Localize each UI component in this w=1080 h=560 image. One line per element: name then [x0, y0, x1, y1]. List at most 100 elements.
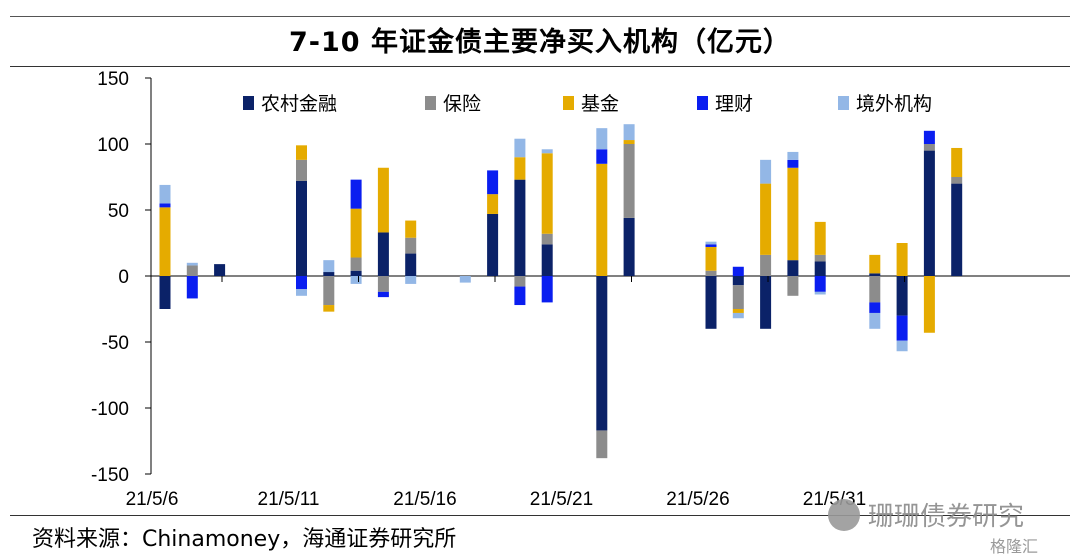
bar-segment-s4-x20	[705, 241, 717, 245]
bar-segment-s0-x23	[787, 260, 799, 276]
bar-segment-s3-x7	[350, 179, 362, 209]
top-rule	[10, 16, 1070, 17]
bar-segment-s2-x17	[623, 140, 635, 144]
bar-segment-s2-x5	[296, 145, 307, 160]
bar-segment-s2-x14	[541, 153, 553, 234]
bar-segment-s3-x27	[896, 315, 908, 341]
bar-segment-s2-x26	[869, 254, 881, 274]
bar-segment-s2-x21	[732, 309, 744, 313]
bar-segment-s1-x23	[787, 276, 799, 296]
bar-segment-s1-x7	[350, 257, 362, 271]
bar-segment-s4-x22	[760, 159, 772, 184]
x-tick-label: 21/5/6	[126, 489, 179, 510]
bar-segment-s1-x6	[323, 276, 335, 306]
bar-segment-s0-x0	[159, 276, 171, 309]
bar-segment-s3-x24	[814, 276, 826, 292]
bar-segment-s3-x13	[514, 286, 526, 306]
bar-segment-s0-x5	[296, 180, 307, 276]
y-tick-label: -100	[91, 399, 129, 420]
legend-swatch-1	[425, 96, 436, 110]
y-tick-label: -50	[102, 333, 129, 354]
bar-segment-s0-x29	[951, 183, 963, 276]
bar-segment-s2-x7	[350, 208, 362, 258]
bar-segment-s3-x5	[296, 276, 307, 290]
bar-segment-s4-x7	[350, 276, 362, 284]
bar-segment-s3-x20	[705, 244, 717, 247]
bar-segment-s0-x12	[487, 213, 499, 276]
legend-label-4: 境外机构	[856, 93, 932, 115]
y-tick-label: 150	[97, 69, 129, 90]
bar-segment-s3-x28	[923, 130, 935, 144]
bar-segment-s4-x14	[541, 149, 553, 154]
bar-segment-s1-x14	[541, 233, 553, 245]
bar-segment-s4-x13	[514, 138, 526, 158]
bar-segment-s1-x1	[186, 265, 198, 276]
bar-segment-s0-x21	[732, 276, 744, 286]
bar-segment-s1-x22	[760, 254, 772, 276]
bar-segment-s4-x11	[459, 276, 471, 283]
watermark: 珊珊债券研究	[828, 496, 1024, 533]
bar-segment-s2-x23	[787, 167, 799, 261]
wechat-icon	[828, 499, 860, 531]
bar-segment-s2-x22	[760, 183, 772, 255]
source-rule	[10, 515, 1070, 516]
bar-segment-s0-x7	[350, 270, 362, 276]
bar-segment-s3-x23	[787, 159, 799, 168]
watermark-text: 珊珊债券研究	[868, 502, 1025, 532]
chart-legend: 农村金融 保险 基金 理财 境外机构	[243, 93, 932, 115]
bar-segment-s0-x6	[323, 272, 335, 276]
bar-segment-s1-x5	[296, 159, 307, 181]
y-tick-label: 0	[118, 267, 129, 288]
bar-segment-s0-x26	[869, 273, 881, 276]
bar-segment-s4-x21	[732, 312, 744, 319]
bar-segment-s4-x0	[159, 184, 171, 204]
y-tick-label: 100	[97, 135, 129, 156]
bar-segment-s0-x22	[760, 276, 772, 329]
bar-segment-s4-x17	[623, 124, 635, 141]
bar-segment-s4-x24	[814, 291, 826, 295]
source-note: 资料来源：Chinamoney，海通证券研究所	[32, 527, 457, 552]
bar-segment-s2-x16	[596, 163, 608, 276]
bar-segment-s1-x9	[405, 237, 417, 254]
legend-label-3: 理财	[715, 93, 753, 115]
bar-segment-s0-x24	[814, 261, 826, 276]
y-tick-label: -150	[91, 465, 129, 486]
bar-segment-s1-x17	[623, 144, 635, 218]
legend-swatch-3	[697, 96, 708, 110]
bar-segment-s1-x8	[377, 276, 389, 292]
bar-segment-s3-x26	[869, 302, 881, 313]
bar-segment-s1-x26	[869, 276, 881, 303]
bar-segment-s4-x26	[869, 312, 881, 329]
bar-segment-s3-x16	[596, 149, 608, 164]
bar-segment-s0-x9	[405, 253, 417, 276]
title-rule	[10, 66, 1070, 67]
bar-segment-s3-x1	[186, 276, 198, 299]
bar-segment-s4-x1	[186, 262, 198, 266]
bar-segment-s2-x6	[323, 305, 335, 312]
bar-segment-s4-x5	[296, 289, 307, 296]
bar-segment-s3-x14	[541, 276, 553, 303]
bar-segment-s2-x9	[405, 220, 417, 238]
bar-segment-s1-x28	[923, 144, 935, 151]
legend-label-2: 基金	[581, 93, 619, 115]
bar-segment-s1-x13	[514, 276, 526, 287]
bar-segment-s1-x24	[814, 254, 826, 262]
plot-area: 150 100 50 0 -50 -100 -150 21/5/6 21/5/11 21/5/16…	[91, 69, 1070, 510]
x-tick-label: 21/5/21	[530, 489, 593, 510]
bar-segment-s0-x16	[596, 276, 608, 431]
bar-segment-s2-x12	[487, 194, 499, 214]
bar-segment-s2-x28	[923, 276, 935, 333]
bar-segment-s2-x29	[951, 147, 963, 177]
bar-segment-s3-x0	[159, 203, 171, 208]
bar-segment-s0-x13	[514, 179, 526, 276]
x-tick-label: 21/5/11	[258, 489, 320, 510]
bar-segment-s2-x0	[159, 207, 171, 276]
bar-segment-s0-x27	[896, 276, 908, 316]
bar-segment-s2-x13	[514, 157, 526, 180]
bar-segment-s1-x16	[596, 430, 608, 459]
bar-segment-s0-x8	[377, 232, 389, 276]
legend-swatch-4	[838, 96, 849, 110]
bar-segment-s4-x6	[323, 260, 335, 273]
bar-segment-s0-x20	[705, 276, 717, 329]
x-tick-label: 21/5/16	[393, 489, 456, 510]
